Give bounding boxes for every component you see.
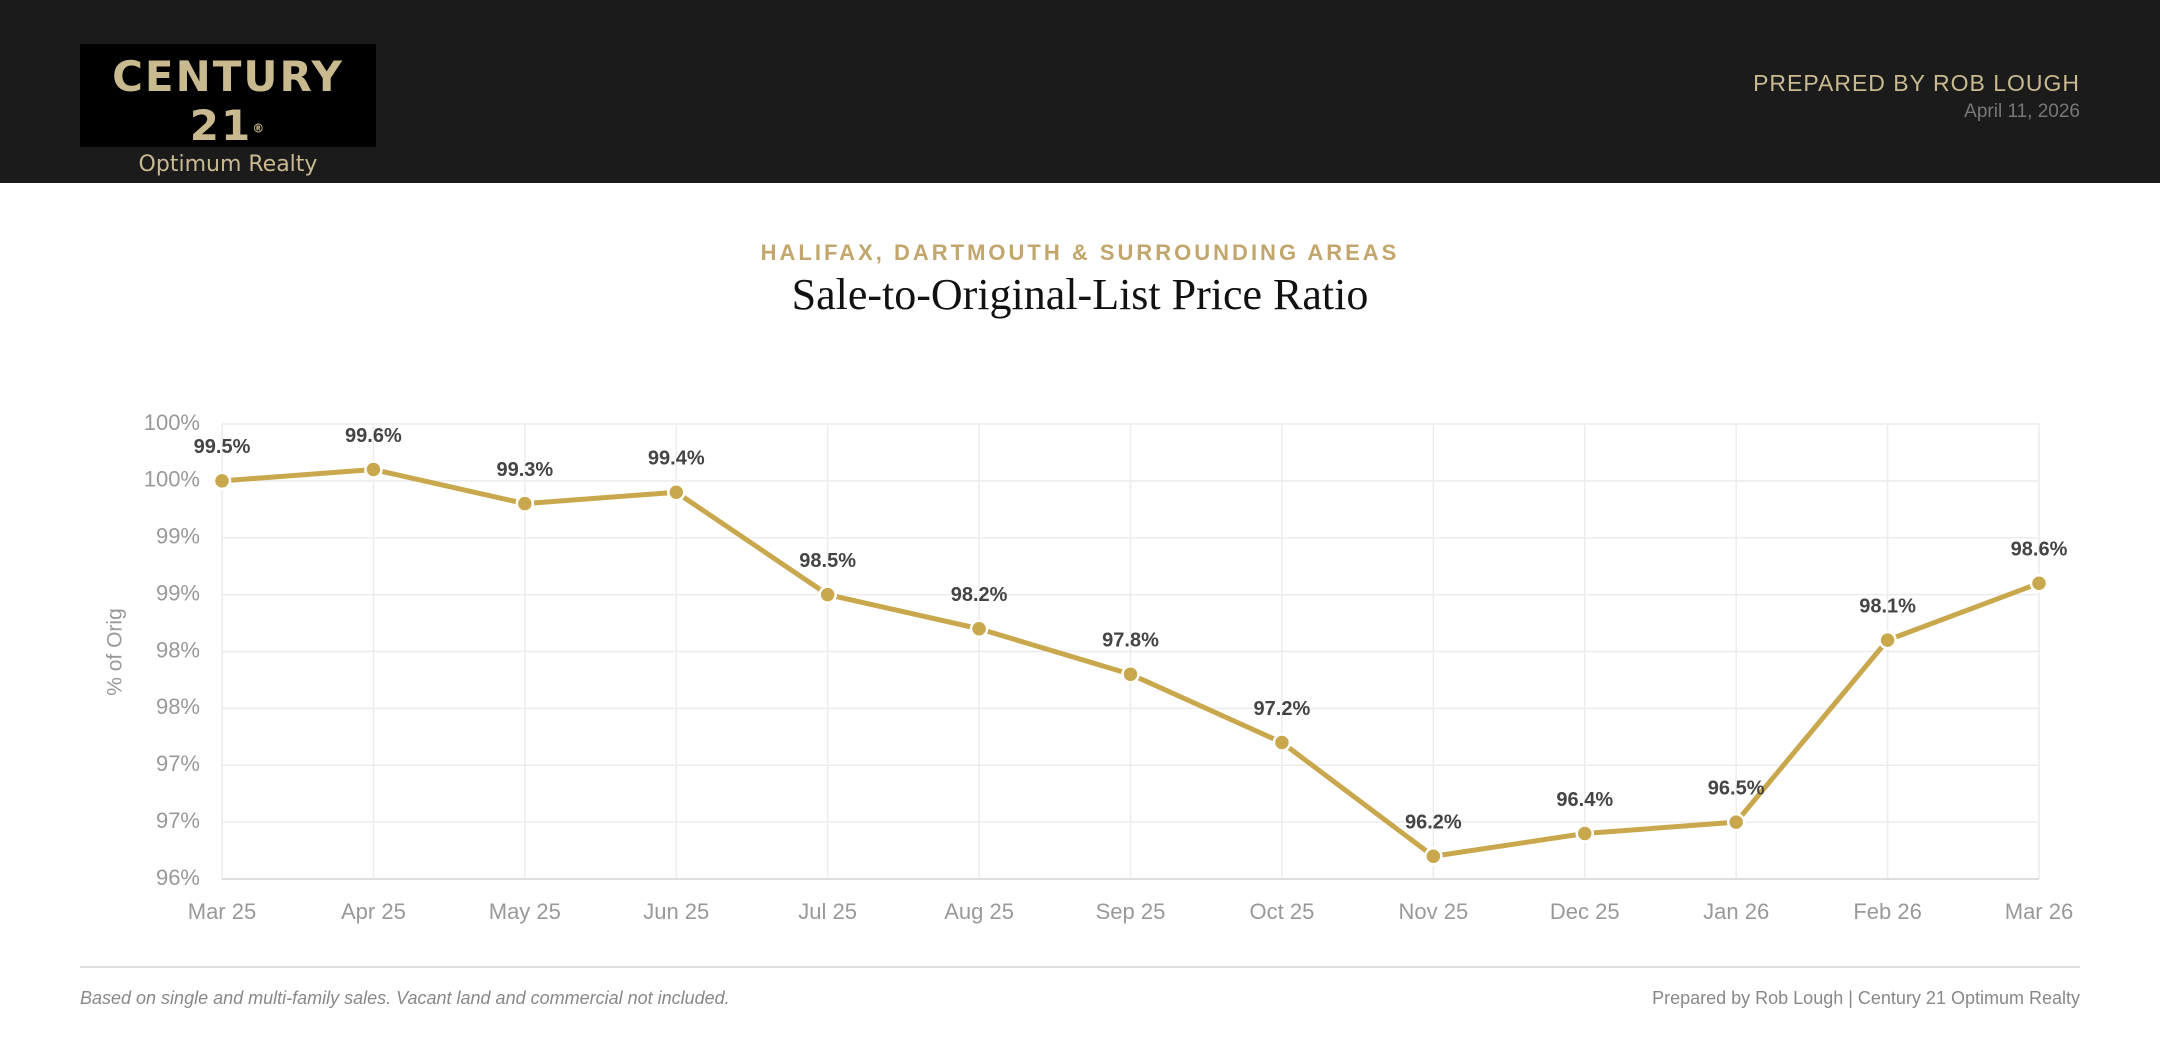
x-tick-label: Nov 25 bbox=[1398, 899, 1468, 924]
y-tick-label: 99% bbox=[156, 580, 200, 605]
footer-note: Based on single and multi-family sales. … bbox=[80, 988, 730, 1008]
x-tick-label: Oct 25 bbox=[1250, 899, 1315, 924]
data-label: 96.5% bbox=[1708, 777, 1765, 799]
chart-subtitle: HALIFAX, DARTMOUTH & SURROUNDING AREAS bbox=[761, 240, 1400, 265]
y-tick-label: 100% bbox=[144, 467, 200, 492]
y-axis-label: % of Orig bbox=[104, 608, 127, 696]
data-label: 97.8% bbox=[1102, 630, 1159, 652]
data-label: 99.6% bbox=[345, 425, 402, 447]
y-tick-label: 99% bbox=[156, 524, 200, 549]
logo-mark: ® bbox=[252, 121, 267, 136]
point bbox=[364, 460, 383, 479]
x-tick-label: Mar 25 bbox=[188, 899, 256, 924]
logo: CENTURY 21® Optimum Realty bbox=[80, 44, 376, 177]
point bbox=[969, 619, 989, 638]
x-tick-label: Jul 25 bbox=[798, 899, 857, 924]
data-label: 98.5% bbox=[799, 550, 856, 572]
point bbox=[1575, 824, 1594, 843]
data-label: 98.6% bbox=[2011, 539, 2068, 561]
point bbox=[212, 471, 232, 491]
x-tick-label: Apr 25 bbox=[341, 899, 406, 924]
point bbox=[1272, 733, 1292, 752]
data-label: 96.2% bbox=[1405, 812, 1462, 834]
data-label: 98.2% bbox=[951, 584, 1008, 606]
point bbox=[1424, 847, 1443, 866]
x-tick-label: Jan 26 bbox=[1703, 899, 1769, 924]
data-label: 99.3% bbox=[496, 459, 553, 481]
y-tick-label: 97% bbox=[156, 751, 200, 776]
x-tick-label: May 25 bbox=[489, 899, 561, 924]
footer-credit: Prepared by Rob Lough | Century 21 Optim… bbox=[1652, 988, 2080, 1008]
header: CENTURY 21® Optimum Realty PREPARED BY R… bbox=[0, 0, 2160, 183]
date: April 11, 2026 bbox=[1964, 101, 2080, 122]
point bbox=[818, 585, 837, 604]
point bbox=[1121, 665, 1140, 684]
data-label: 99.5% bbox=[194, 436, 251, 458]
x-tick-label: Dec 25 bbox=[1550, 899, 1620, 924]
y-tick-label: 98% bbox=[156, 637, 200, 662]
chart-title: Sale-to-Original-List Price Ratio bbox=[792, 270, 1369, 319]
point bbox=[1726, 812, 1746, 832]
point bbox=[2029, 574, 2049, 593]
data-label: 98.1% bbox=[1859, 595, 1916, 617]
point bbox=[667, 483, 686, 502]
point bbox=[1878, 630, 1897, 650]
logo-name: CENTURY 21® bbox=[80, 52, 376, 150]
x-tick-label: Aug 25 bbox=[944, 899, 1014, 924]
prepared-by: PREPARED BY ROB LOUGH bbox=[1753, 70, 2080, 96]
x-tick-label: Sep 25 bbox=[1096, 899, 1166, 924]
y-tick-label: 98% bbox=[156, 694, 200, 719]
y-tick-label: 97% bbox=[156, 808, 200, 833]
y-tick-label: 100% bbox=[144, 410, 200, 435]
point bbox=[515, 494, 535, 513]
x-tick-label: Feb 26 bbox=[1853, 899, 1922, 924]
x-tick-label: Mar 26 bbox=[2005, 899, 2073, 924]
logo-sub: Optimum Realty bbox=[138, 152, 318, 177]
logo-text: CENTURY 21 bbox=[112, 52, 344, 150]
y-tick-label: 96% bbox=[156, 865, 200, 890]
data-label: 97.2% bbox=[1254, 698, 1311, 720]
data-label: 96.4% bbox=[1556, 789, 1613, 811]
data-label: 99.4% bbox=[648, 448, 705, 470]
x-tick-label: Jun 25 bbox=[643, 899, 709, 924]
